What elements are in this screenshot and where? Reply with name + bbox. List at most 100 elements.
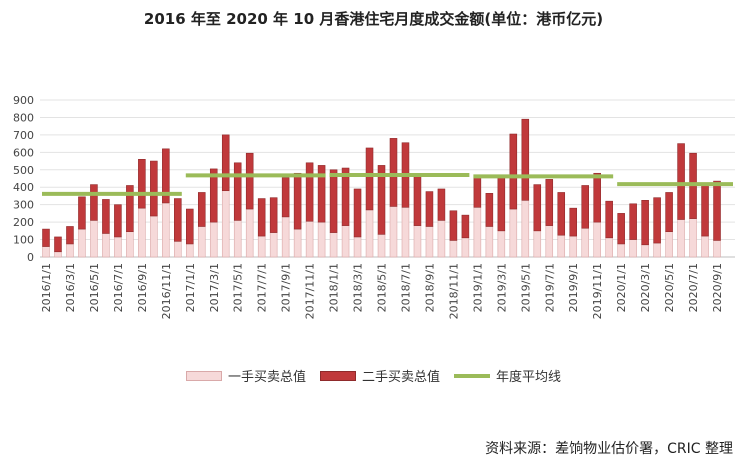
bar-new-sales bbox=[461, 237, 470, 258]
bar-secondary-sales bbox=[461, 214, 470, 239]
y-tick-label: 300 bbox=[13, 199, 34, 212]
bar-secondary-sales bbox=[653, 197, 661, 244]
bar-secondary-sales bbox=[701, 182, 709, 237]
bar-secondary-sales bbox=[389, 138, 398, 207]
x-tick-label: 2016/9/1 bbox=[136, 263, 149, 312]
source-note: 资料来源：差饷物业估价署，CRIC 整理 bbox=[485, 441, 733, 457]
bar-new-sales bbox=[66, 243, 74, 258]
bar-secondary-sales bbox=[341, 167, 350, 226]
bar-new-sales bbox=[209, 221, 218, 258]
x-tick-label: 2016/1/1 bbox=[40, 263, 53, 312]
bar-secondary-sales bbox=[677, 143, 685, 220]
bar-new-sales bbox=[257, 235, 266, 258]
bar-new-sales bbox=[437, 220, 446, 258]
bar-secondary-sales bbox=[317, 165, 326, 223]
x-tick-label: 2018/1/1 bbox=[328, 263, 341, 312]
bar-new-sales bbox=[150, 215, 158, 258]
bar-secondary-sales bbox=[269, 197, 278, 233]
bar-new-sales bbox=[641, 244, 649, 258]
bar-secondary-sales bbox=[293, 172, 302, 230]
x-tick-label: 2016/3/1 bbox=[64, 263, 77, 312]
bar-new-sales bbox=[473, 206, 482, 258]
bar-new-sales bbox=[281, 216, 290, 258]
bar-secondary-sales bbox=[617, 213, 625, 245]
x-tick-label: 2016/11/1 bbox=[160, 263, 173, 319]
y-tick-label: 100 bbox=[13, 234, 34, 247]
bar-secondary-sales bbox=[641, 200, 649, 246]
bar-secondary-sales bbox=[365, 147, 374, 211]
x-tick-label: 2017/7/1 bbox=[256, 263, 269, 312]
bar-secondary-sales bbox=[545, 179, 554, 226]
bar-new-sales bbox=[78, 228, 86, 258]
x-tick-label: 2019/11/1 bbox=[591, 263, 604, 319]
x-tick-label: 2019/5/1 bbox=[519, 263, 532, 312]
y-tick-label: 0 bbox=[27, 251, 34, 264]
bar-new-sales bbox=[593, 221, 601, 258]
bar-new-sales bbox=[701, 235, 709, 258]
bar-new-sales bbox=[138, 207, 146, 258]
bar-secondary-sales bbox=[665, 192, 673, 233]
bar-new-sales bbox=[401, 206, 410, 258]
bar-new-sales bbox=[545, 225, 554, 258]
x-tick-label: 2018/11/1 bbox=[447, 263, 460, 319]
bar-new-sales bbox=[425, 226, 434, 258]
bar-secondary-sales bbox=[557, 192, 566, 236]
bar-secondary-sales bbox=[425, 191, 434, 227]
bar-secondary-sales bbox=[521, 118, 530, 201]
x-tick-label: 2017/5/1 bbox=[232, 263, 245, 312]
x-tick-label: 2018/3/1 bbox=[352, 263, 365, 312]
bar-new-sales bbox=[341, 225, 350, 258]
bar-secondary-sales bbox=[209, 168, 218, 223]
bar-new-sales bbox=[317, 221, 326, 258]
bar-secondary-sales bbox=[485, 193, 494, 227]
bar-secondary-sales bbox=[174, 198, 182, 242]
bar-new-sales bbox=[557, 234, 566, 258]
bar-new-sales bbox=[102, 233, 110, 258]
bar-new-sales bbox=[485, 226, 494, 258]
bar-new-sales bbox=[197, 226, 206, 258]
bar-secondary-sales bbox=[509, 133, 518, 210]
bar-new-sales bbox=[353, 236, 362, 258]
bar-secondary-sales bbox=[581, 185, 589, 229]
bar-new-sales bbox=[569, 235, 578, 258]
bar-secondary-sales bbox=[437, 188, 446, 221]
bar-secondary-sales bbox=[473, 176, 482, 208]
bar-new-sales bbox=[221, 190, 230, 258]
bar-new-sales bbox=[365, 209, 374, 258]
legend-swatch-new-sales bbox=[186, 370, 222, 381]
bar-secondary-sales bbox=[497, 176, 506, 232]
bar-secondary-sales bbox=[569, 207, 578, 237]
bar-new-sales bbox=[413, 225, 422, 258]
legend-label-annual-average: 年度平均线 bbox=[496, 370, 562, 385]
bar-secondary-sales bbox=[162, 148, 170, 204]
bar-new-sales bbox=[509, 208, 518, 258]
bar-secondary-sales bbox=[593, 172, 601, 223]
bar-secondary-sales bbox=[329, 169, 338, 233]
y-tick-label: 400 bbox=[13, 181, 34, 194]
bar-new-sales bbox=[449, 240, 458, 258]
legend-item-annual-average: 年度平均线 bbox=[454, 366, 561, 385]
x-tick-label: 2017/9/1 bbox=[280, 263, 293, 312]
bar-secondary-sales bbox=[257, 198, 266, 237]
legend-swatch-secondary-sales bbox=[320, 370, 357, 381]
bar-new-sales bbox=[605, 237, 613, 258]
y-tick-label: 900 bbox=[13, 94, 34, 107]
bar-new-sales bbox=[42, 246, 50, 258]
y-tick-label: 600 bbox=[13, 146, 34, 159]
bar-secondary-sales bbox=[150, 160, 158, 217]
x-tick-label: 2020/9/1 bbox=[711, 263, 724, 312]
bar-new-sales bbox=[677, 219, 685, 258]
x-tick-label: 2019/9/1 bbox=[567, 263, 580, 312]
bar-new-sales bbox=[174, 241, 182, 258]
bar-new-sales bbox=[233, 220, 242, 258]
bar-new-sales bbox=[269, 232, 278, 258]
x-tick-label: 2020/5/1 bbox=[663, 263, 676, 312]
bar-secondary-sales bbox=[78, 196, 86, 230]
bar-secondary-sales bbox=[66, 226, 74, 245]
bar-new-sales bbox=[713, 240, 721, 258]
bar-secondary-sales bbox=[377, 165, 386, 235]
bar-new-sales bbox=[90, 220, 98, 258]
legend-line-annual-average bbox=[454, 373, 491, 378]
legend-label-new-sales: 一手买卖总值 bbox=[228, 370, 307, 385]
x-tick-label: 2020/1/1 bbox=[615, 263, 628, 312]
